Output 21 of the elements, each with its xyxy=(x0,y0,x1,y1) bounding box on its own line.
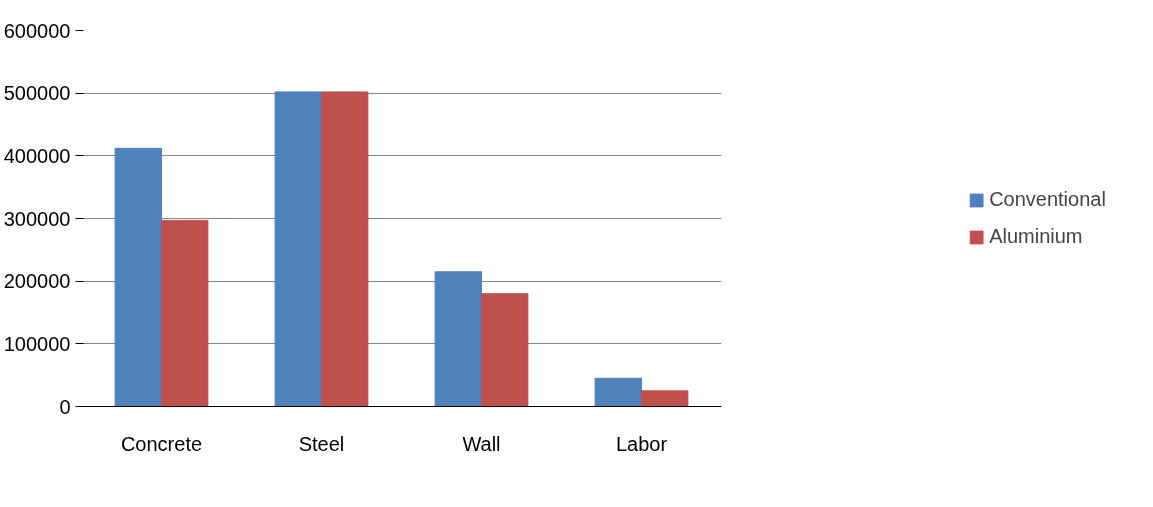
y-tick-label: 400000 xyxy=(3,144,71,167)
y-tick-label: 300000 xyxy=(3,207,71,230)
x-tick-label: Labor xyxy=(615,432,668,455)
y-tick-label: 500000 xyxy=(3,82,71,105)
bar xyxy=(594,377,642,407)
y-tick-label: 100000 xyxy=(3,332,71,355)
bar xyxy=(274,91,322,407)
bar xyxy=(114,147,162,407)
bar xyxy=(641,390,689,407)
legend-label: Aluminium xyxy=(989,225,1083,248)
x-tick-label: Concrete xyxy=(120,432,203,455)
legend-label: Conventional xyxy=(989,188,1106,211)
bar xyxy=(321,91,369,407)
x-tick-label: Wall xyxy=(462,432,501,455)
bar xyxy=(161,219,209,407)
y-tick-label: 0 xyxy=(59,395,71,418)
x-tick-label: Steel xyxy=(298,432,345,455)
y-tick-label: 600000 xyxy=(3,19,71,42)
y-tick-label: 200000 xyxy=(3,270,71,293)
bar xyxy=(434,271,482,407)
bar xyxy=(481,293,529,407)
